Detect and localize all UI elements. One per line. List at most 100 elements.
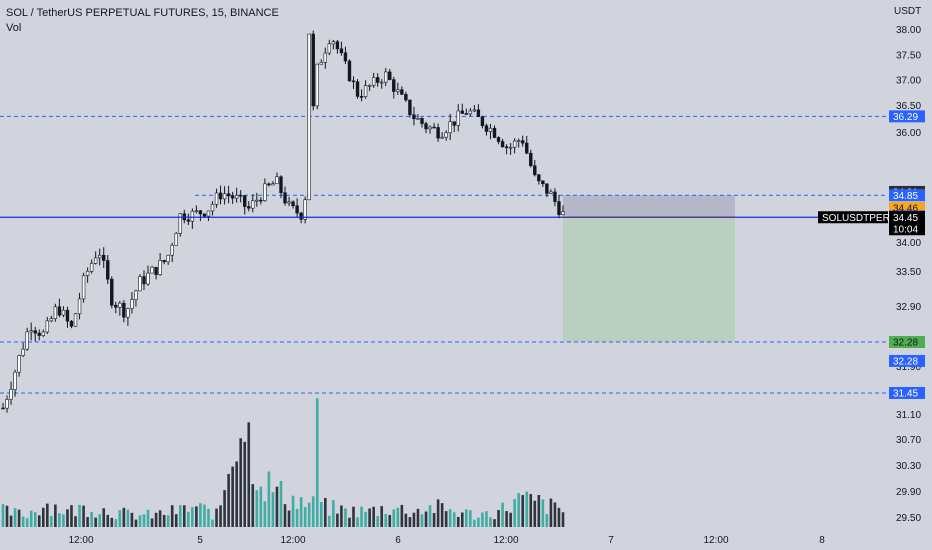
candle-body <box>97 254 102 259</box>
y-tick-label: 36.50 <box>896 101 921 112</box>
support-badge[interactable]: 31.45 <box>889 387 925 400</box>
candle-body <box>77 298 82 315</box>
volume-bar <box>142 514 146 527</box>
volume-bar <box>315 398 319 527</box>
candle-body <box>533 165 537 176</box>
candle-body <box>243 195 247 207</box>
volume-bar <box>46 503 49 527</box>
candle-body <box>380 81 384 84</box>
volume-bar <box>54 504 57 527</box>
candle-body <box>388 71 392 80</box>
candle-body <box>343 52 348 62</box>
volume-bar <box>340 505 343 527</box>
volume-bar <box>324 497 327 527</box>
volume-bar <box>537 495 541 527</box>
candle-body <box>190 210 195 222</box>
candle-body <box>65 309 70 322</box>
volume-bar <box>259 486 263 527</box>
candle-body <box>222 193 227 200</box>
volume-bar <box>231 466 234 527</box>
candle-body <box>355 81 360 97</box>
stop-loss-zone[interactable] <box>563 195 735 217</box>
candle-body <box>122 302 126 318</box>
volume-bar <box>291 495 295 527</box>
volume-bar <box>328 515 331 527</box>
candle-body <box>57 306 62 316</box>
candle-body <box>464 113 469 115</box>
candle-body <box>319 62 323 65</box>
volume-bar <box>102 508 106 527</box>
candle-body <box>85 270 90 276</box>
volume-bar <box>384 513 388 527</box>
candle-body <box>512 140 517 148</box>
volume-bar <box>279 480 283 527</box>
volume-bar <box>106 514 110 527</box>
volume-bar <box>456 516 460 527</box>
candle-body <box>408 99 412 116</box>
volume-bar <box>444 511 448 527</box>
candle-body <box>170 244 174 256</box>
candle-body <box>5 399 9 409</box>
candle-body <box>488 127 493 132</box>
candle-body <box>61 309 66 316</box>
volume-bar <box>529 494 533 527</box>
x-tick-label: 6 <box>395 535 401 546</box>
volume-bar <box>561 512 565 527</box>
candle-body <box>1 407 5 410</box>
volume-bar <box>448 509 452 527</box>
volume-bar <box>227 473 230 527</box>
entry-badge-orange-label: 34.46 <box>893 203 918 214</box>
candle-body <box>166 254 170 263</box>
x-tick-label: 5 <box>197 535 203 546</box>
volume-bar <box>215 508 218 527</box>
volume-bar <box>416 508 420 527</box>
x-tick-label: 7 <box>608 535 614 546</box>
take-profit-zone[interactable] <box>563 216 735 342</box>
volume-bar <box>62 514 65 527</box>
x-tick-label: 12:00 <box>68 535 93 546</box>
volume-bar <box>263 501 267 527</box>
volume-bar <box>134 519 138 527</box>
volume-bar <box>404 513 408 527</box>
candle-body <box>9 389 13 400</box>
volume-bar <box>150 518 154 527</box>
chart-title: SOL / TetherUS PERPETUAL FUTURES, 15, BI… <box>6 7 279 19</box>
volume-bar <box>348 517 351 527</box>
volume-bar <box>251 484 255 527</box>
volume-bar <box>428 505 432 527</box>
candle-body <box>154 266 158 275</box>
candle-body <box>448 121 452 134</box>
volume-bar <box>170 505 174 527</box>
volume-bar <box>380 506 384 527</box>
resistance-badge-bg <box>889 110 925 123</box>
target-badge-blue-bg <box>889 354 925 367</box>
candle-body <box>428 126 432 130</box>
candle-body <box>142 276 146 285</box>
target-badge-green[interactable]: 32.28 <box>889 336 925 349</box>
y-tick-label: 30.70 <box>896 435 921 446</box>
current-price-bg <box>889 211 925 236</box>
volume-bar <box>74 516 77 527</box>
volume-bar <box>549 498 553 527</box>
candle-body <box>468 110 473 115</box>
volume-bar <box>545 514 549 527</box>
volume-bar <box>98 514 101 527</box>
volume-bar <box>497 510 500 527</box>
candle-body <box>416 118 420 120</box>
resistance-badge[interactable]: 36.29 <box>889 110 925 123</box>
candle-body <box>73 313 78 327</box>
target-badge-blue[interactable]: 32.28 <box>889 354 925 368</box>
volume-bar <box>360 506 363 527</box>
support-badge-label: 31.45 <box>893 389 918 400</box>
volume-bar <box>332 500 335 527</box>
candle-body <box>238 194 243 197</box>
stop-badge[interactable]: 34.85 <box>889 189 925 202</box>
y-tick-label: 30.30 <box>896 461 921 472</box>
candle-body <box>110 278 114 306</box>
volume-bar <box>130 512 134 527</box>
volume-bar <box>412 512 416 527</box>
target-badge-green-label: 32.28 <box>893 338 918 349</box>
x-tick-label: 12:00 <box>280 535 305 546</box>
